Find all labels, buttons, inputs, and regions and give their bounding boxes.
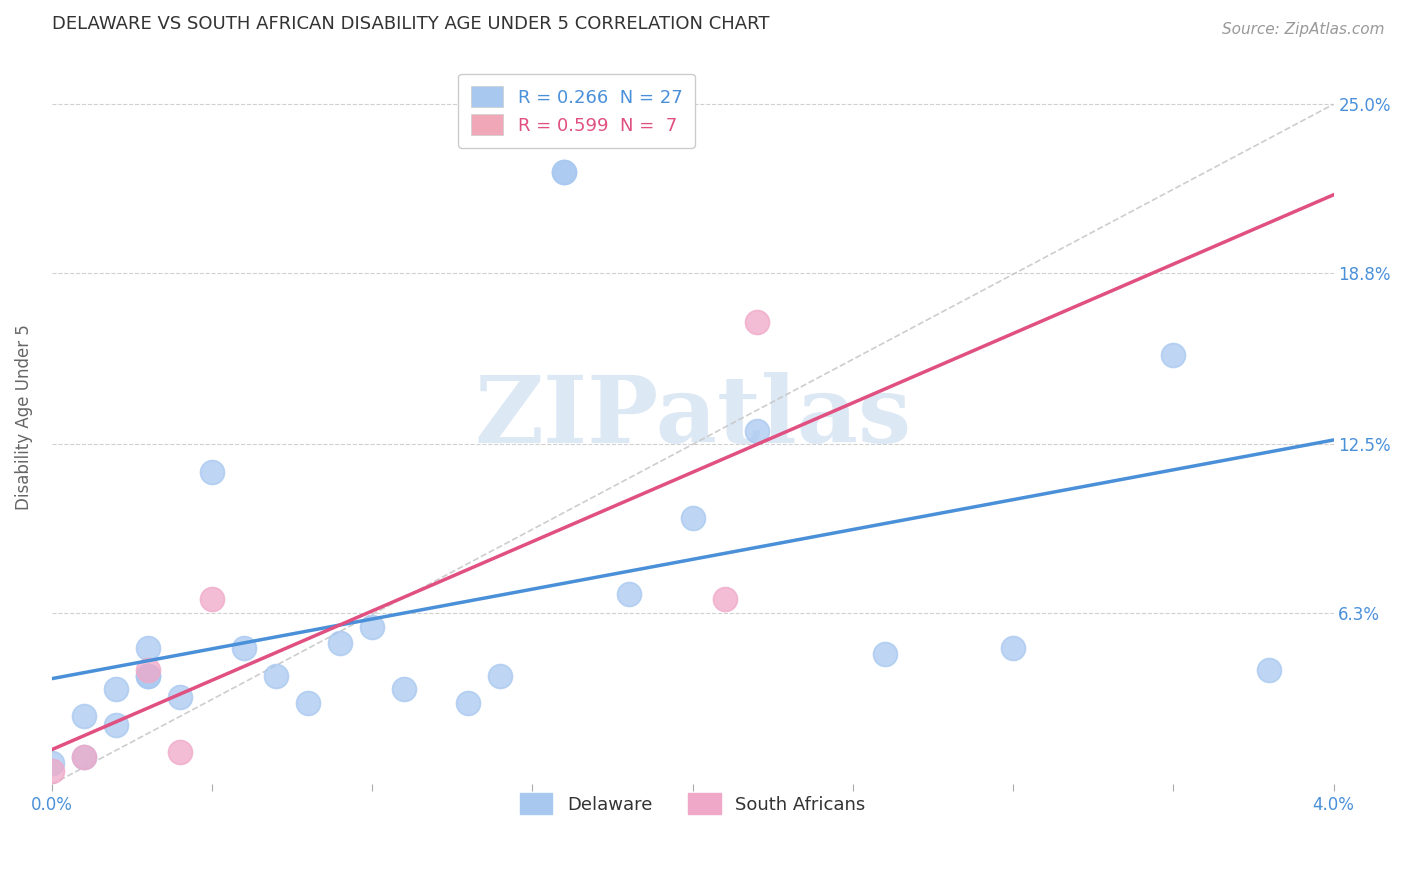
Point — [41, 764, 63, 778]
Point — [136, 663, 159, 677]
Text: ZIPatlas: ZIPatlas — [474, 372, 911, 462]
Point — [104, 682, 127, 697]
Point — [394, 682, 416, 697]
Point — [553, 165, 575, 179]
Point — [553, 165, 575, 179]
Point — [361, 619, 384, 633]
Point — [873, 647, 896, 661]
Point — [233, 641, 256, 656]
Point — [73, 750, 96, 764]
Point — [136, 668, 159, 682]
Point — [136, 641, 159, 656]
Point — [745, 315, 768, 329]
Point — [745, 424, 768, 438]
Text: DELAWARE VS SOUTH AFRICAN DISABILITY AGE UNDER 5 CORRELATION CHART: DELAWARE VS SOUTH AFRICAN DISABILITY AGE… — [52, 15, 769, 33]
Point — [264, 668, 287, 682]
Point — [713, 592, 735, 607]
Point — [136, 668, 159, 682]
Point — [682, 510, 704, 524]
Text: Source: ZipAtlas.com: Source: ZipAtlas.com — [1222, 22, 1385, 37]
Point — [73, 750, 96, 764]
Point — [201, 592, 224, 607]
Point — [297, 696, 319, 710]
Y-axis label: Disability Age Under 5: Disability Age Under 5 — [15, 324, 32, 510]
Legend: Delaware, South Africans: Delaware, South Africans — [508, 780, 879, 827]
Point — [1161, 347, 1184, 361]
Point — [457, 696, 479, 710]
Point — [329, 636, 352, 650]
Point — [201, 465, 224, 479]
Point — [73, 709, 96, 723]
Point — [1002, 641, 1025, 656]
Point — [169, 745, 191, 759]
Point — [617, 587, 640, 601]
Point — [169, 690, 191, 705]
Point — [1258, 663, 1281, 677]
Point — [104, 717, 127, 731]
Point — [489, 668, 512, 682]
Point — [41, 756, 63, 770]
